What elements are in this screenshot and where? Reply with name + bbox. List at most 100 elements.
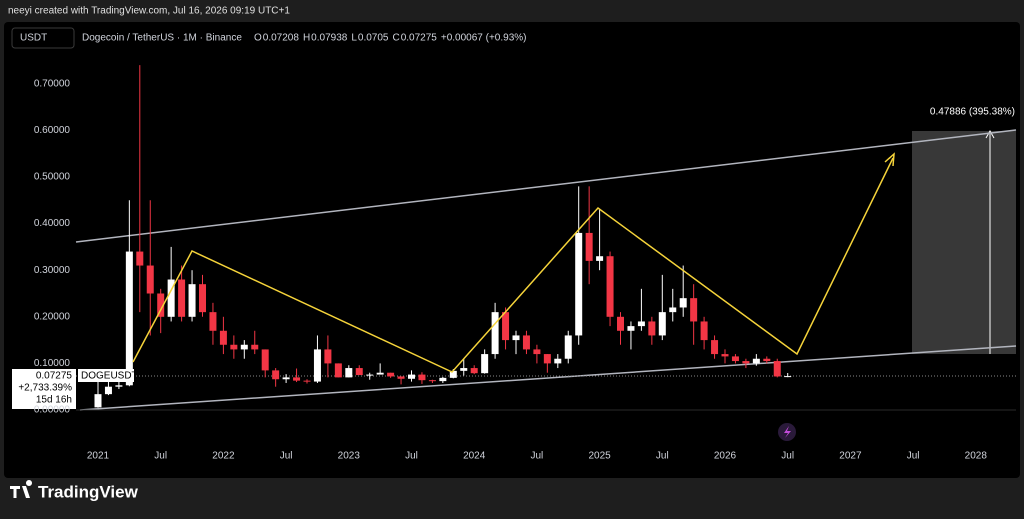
candle-body [648, 321, 656, 336]
candle-body [658, 312, 666, 336]
candle-body [167, 279, 175, 317]
candle-body [627, 326, 635, 331]
ohlc-value: 0.0705 [358, 33, 389, 44]
candle-body [251, 344, 259, 350]
symbol: Dogecoin / TetherUS · 1M · Binance [82, 33, 242, 44]
ohlc-key: O [254, 33, 262, 44]
ohlc-legend: O 0.07208 H 0.07938 L 0.0705 C 0.07275 +0.00067 … [254, 33, 527, 44]
candle-body [742, 361, 750, 364]
ticker-tag [78, 369, 134, 382]
x-tick-label: 2024 [463, 451, 486, 462]
zigzag [132, 157, 894, 373]
candle-body [439, 377, 447, 382]
brand: TradingView [38, 482, 139, 501]
candle-body [387, 372, 395, 377]
candles [94, 65, 792, 408]
candle-body [397, 376, 405, 379]
candle-body [199, 284, 206, 313]
y-tick-label: 0.40000 [34, 218, 71, 229]
x-tick-label: Jul [656, 451, 669, 462]
candle-body [449, 370, 457, 378]
y-tick-label: 0.60000 [34, 125, 71, 136]
x-tick-label: Jul [154, 451, 167, 462]
brand-logo [10, 480, 33, 498]
x-tick-label: Jul [405, 451, 418, 462]
candle-body [731, 356, 739, 362]
price-tag [12, 369, 76, 409]
projection-arrow-head [985, 129, 995, 139]
candle-body [345, 368, 353, 378]
x-tick-label: 2021 [87, 451, 110, 462]
candle-body [721, 354, 729, 357]
candle-body [261, 349, 269, 371]
candle-body [219, 330, 227, 345]
ohlc-key: L [351, 33, 357, 44]
candle-body [763, 358, 771, 362]
x-tick-label: 2025 [588, 451, 611, 462]
candle-body [585, 232, 593, 261]
y-tick-label: 0.50000 [34, 172, 71, 183]
lower-channel [79, 345, 1017, 411]
candle-body [690, 298, 698, 322]
candle-body [784, 376, 792, 378]
x-tick-label: 2027 [839, 451, 862, 462]
y-tick-label: 0.30000 [34, 265, 71, 276]
x-tick-label: Jul [531, 451, 544, 462]
candle-body [146, 265, 154, 294]
chart-panel [4, 22, 1020, 478]
y-tick-label: 0.70000 [34, 78, 71, 89]
candle-body [564, 335, 572, 359]
x-tick-label: 2026 [714, 451, 737, 462]
candle-body [136, 251, 144, 266]
candle-body [366, 374, 374, 376]
candle-body [554, 358, 562, 364]
candle-body [700, 321, 708, 341]
candle-body [512, 335, 520, 341]
ohlc-value: 0.07208 [263, 33, 300, 44]
countdown: 15d 16h [36, 395, 72, 406]
candle-body [408, 374, 415, 379]
ohlc-key: C [392, 33, 399, 44]
candle-body [752, 358, 760, 364]
candle-body [293, 377, 301, 381]
last-price: 0.07275 [36, 371, 73, 382]
candle-body [104, 386, 112, 395]
ohlc-value: 0.07938 [311, 33, 348, 44]
y-tick-label: 0.00000 [34, 405, 71, 416]
ticker: DOGEUSDT [81, 371, 138, 382]
event-bolt [784, 426, 791, 438]
last-change: +2,733.39% [18, 383, 72, 394]
candle-body [334, 363, 342, 378]
zigzag-arrow [884, 152, 895, 167]
currency-label[interactable]: USDT [20, 33, 47, 44]
candle-body [355, 368, 363, 376]
candle-body [418, 374, 426, 381]
x-tick-label: Jul [280, 451, 293, 462]
currency-button[interactable] [11, 27, 75, 49]
candle-body [125, 251, 133, 386]
candle-body [606, 256, 614, 317]
ohlc-key: H [303, 33, 310, 44]
candle-body [240, 344, 248, 350]
projection-box [912, 131, 1016, 354]
candle-body [324, 349, 332, 364]
projection-label: 0.47886 (395.38%) [930, 107, 1015, 118]
candle-body [711, 340, 719, 355]
x-tick-label: Jul [781, 451, 794, 462]
candle-body [522, 335, 530, 350]
candle-body [460, 368, 468, 371]
candle-body [272, 370, 280, 380]
candle-body [617, 316, 624, 331]
candle-body [679, 298, 687, 308]
candle-body [209, 312, 217, 331]
y-tick-label: 0.10000 [34, 358, 71, 369]
candle-body [575, 232, 583, 336]
candle-body [115, 385, 123, 387]
upper-channel [75, 129, 1017, 243]
candle-body [637, 321, 645, 327]
candle-body [188, 284, 196, 317]
candle-body [491, 312, 499, 355]
candle-body [481, 354, 489, 374]
candle-body [502, 312, 510, 341]
